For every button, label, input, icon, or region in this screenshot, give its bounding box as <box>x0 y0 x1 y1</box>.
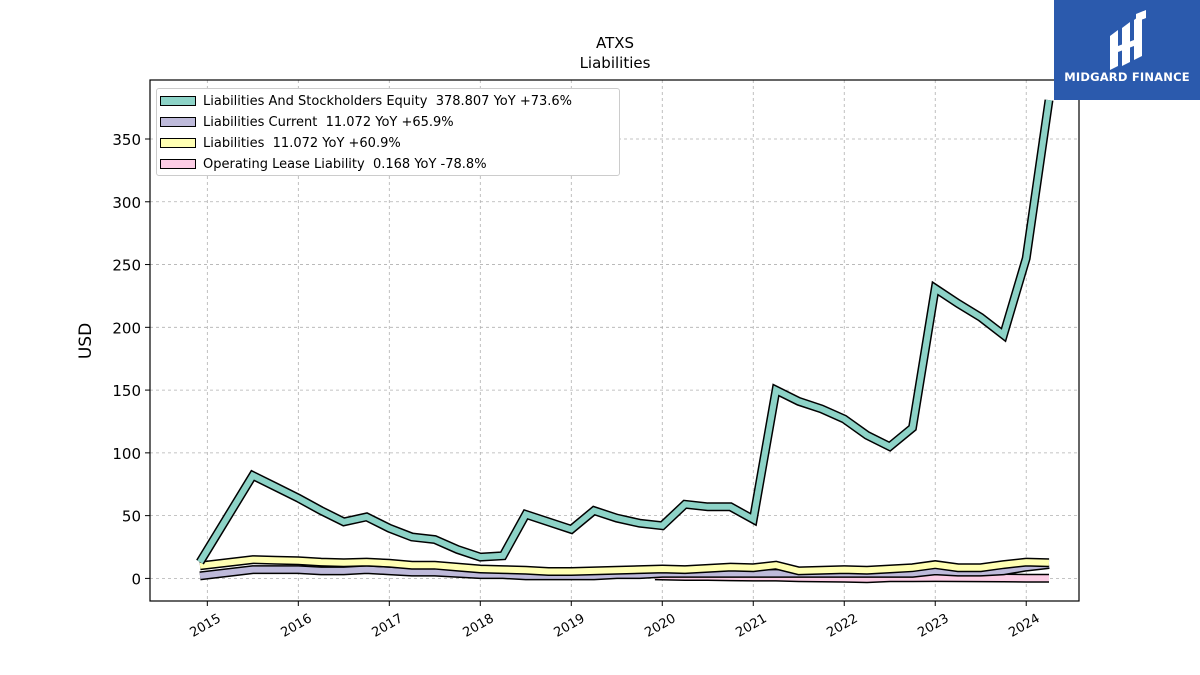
series-line <box>199 556 1050 575</box>
x-tick-label: 2020 <box>642 611 678 641</box>
series-liabilities-current <box>199 560 1050 581</box>
brand-name: MIDGARD FINANCE <box>1064 70 1190 84</box>
x-tick-label: 2015 <box>187 611 223 641</box>
y-axis: 0 50 100 150 200 250 300 350 <box>112 131 150 588</box>
legend-swatch <box>160 138 196 148</box>
plot-frame <box>149 79 1080 602</box>
x-axis: 2015 2016 2017 2018 2019 2020 2021 2022 2023 2024 <box>187 601 1043 641</box>
y-tick-label: 100 <box>112 445 141 463</box>
y-tick-label: 0 <box>131 570 141 588</box>
chart-title: ATXS <box>596 34 634 52</box>
series-line <box>199 561 1050 579</box>
y-tick-label: 300 <box>112 194 141 212</box>
legend-entry-current: Liabilities Current 11.072 YoY +65.9% <box>160 113 454 131</box>
brand-logo: MIDGARD FINANCE <box>1054 0 1200 100</box>
legend-label: Liabilities Current 11.072 YoY +65.9% <box>203 114 454 130</box>
x-tick-label: 2019 <box>551 611 587 641</box>
y-tick-label: 200 <box>112 319 141 337</box>
x-tick-label: 2021 <box>733 611 769 641</box>
x-tick-label: 2024 <box>1006 611 1042 641</box>
legend-label: Operating Lease Liability 0.168 YoY -78.… <box>203 156 487 172</box>
y-tick-label: 250 <box>112 257 141 275</box>
x-tick-label: 2018 <box>460 611 496 641</box>
series-liabilities-and-stockholders-equity <box>196 99 1054 565</box>
x-tick-label: 2017 <box>369 611 405 641</box>
brand-mark-icon <box>1110 10 1146 70</box>
chart-subtitle: Liabilities <box>580 54 651 72</box>
series-layer <box>196 99 1054 584</box>
x-tick-label: 2022 <box>824 611 860 641</box>
y-tick-label: 50 <box>122 508 141 526</box>
legend-entry-lease: Operating Lease Liability 0.168 YoY -78.… <box>160 155 487 173</box>
legend-label: Liabilities And Stockholders Equity 378.… <box>203 93 573 109</box>
legend-entry-liabilities: Liabilities 11.072 YoY +60.9% <box>160 134 401 152</box>
legend-entry-equity: Liabilities And Stockholders Equity 378.… <box>160 92 572 110</box>
x-tick-label: 2016 <box>278 611 314 641</box>
legend-swatch <box>160 117 196 127</box>
series-liabilities <box>199 555 1050 576</box>
legend-label: Liabilities 11.072 YoY +60.9% <box>203 135 401 151</box>
legend-swatch <box>160 96 196 106</box>
chart-legend: Liabilities And Stockholders Equity 378.… <box>156 88 620 176</box>
y-tick-label: 350 <box>112 131 141 149</box>
series-line <box>197 99 1052 564</box>
legend-swatch <box>160 159 196 169</box>
y-tick-label: 150 <box>112 382 141 400</box>
y-axis-label: USD <box>76 323 96 359</box>
x-tick-label: 2023 <box>915 611 951 641</box>
